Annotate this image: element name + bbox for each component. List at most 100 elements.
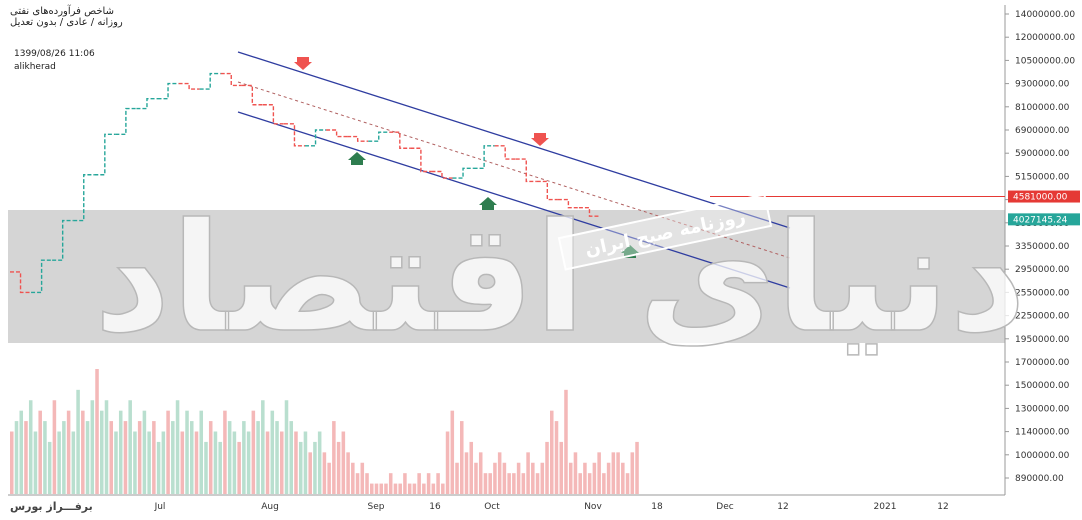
- chart-author: alikherad: [14, 62, 56, 72]
- x-tick-label: 18: [651, 502, 663, 512]
- x-tick-label: Dec: [716, 502, 733, 512]
- price-point: [452, 167, 474, 179]
- y-tick-label: 10500000.00: [1015, 56, 1075, 66]
- volume-bar: [33, 431, 38, 494]
- volume-bar: [630, 452, 635, 494]
- volume-bar: [81, 410, 85, 494]
- volume-bar: [606, 462, 611, 494]
- volume-bar: [616, 452, 620, 494]
- volume-bar: [43, 421, 47, 494]
- y-tick-label: 890000.00: [1015, 474, 1064, 484]
- y-tick-label: 2250000.00: [1015, 312, 1070, 322]
- price-point: [115, 107, 137, 136]
- chart-title-block: شاخص فرآورده‌های نفتی روزانه / عادی / بد…: [10, 6, 123, 28]
- x-tick-label: Sep: [368, 502, 385, 512]
- volume-bar: [441, 483, 445, 494]
- x-tick-label: 16: [429, 502, 441, 512]
- y-tick-label: 8100000.00: [1015, 103, 1070, 113]
- volume-bar: [227, 421, 232, 494]
- price-point: [220, 72, 242, 87]
- chart-meta: 1399/08/26 11:06 alikherad: [14, 48, 95, 74]
- price-point: [536, 180, 558, 201]
- y-tick-label: 2550000.00: [1015, 288, 1070, 298]
- volume-bar: [573, 452, 578, 494]
- volume-bar: [550, 410, 554, 494]
- volume-bar: [464, 452, 469, 494]
- volume-bar: [526, 452, 530, 494]
- volume-bar: [388, 473, 393, 494]
- volume-bar: [218, 441, 222, 494]
- volume-bar: [493, 462, 497, 494]
- volume-bar: [450, 410, 455, 494]
- x-tick-label: 12: [937, 502, 948, 512]
- price-point: [31, 259, 53, 294]
- watermark-main-text: دنیای اقتصاد: [94, 192, 1027, 366]
- volume-bar: [109, 421, 114, 494]
- sell-arrow: [531, 133, 549, 146]
- volume-bar: [474, 462, 478, 494]
- price-point: [241, 84, 263, 106]
- volume-bar: [303, 431, 308, 494]
- footer-brand: برفـــراز بورس: [10, 500, 93, 513]
- volume-bar: [621, 462, 625, 494]
- y-tick-label: 1700000.00: [1015, 358, 1070, 368]
- volume-bar: [100, 410, 104, 494]
- volume-bar: [223, 410, 227, 494]
- price-point: [10, 271, 32, 294]
- volume-bar: [393, 483, 398, 494]
- volume-bar: [128, 400, 132, 494]
- volume-bar: [90, 400, 95, 494]
- price-point: [578, 206, 600, 217]
- volume-bar: [308, 452, 312, 494]
- volume-bar: [403, 473, 407, 494]
- y-tick-label: 12000000.00: [1015, 33, 1075, 43]
- volume-bar: [587, 473, 592, 494]
- volume-bar: [635, 441, 639, 494]
- volume-bar: [327, 462, 331, 494]
- volume-bar: [531, 462, 535, 494]
- volume-bar: [270, 410, 275, 494]
- volume-bar: [512, 473, 516, 494]
- x-tick-label: 2021: [874, 502, 897, 512]
- volume-bar: [611, 452, 616, 494]
- volume-bar: [123, 421, 128, 494]
- chart-subtitle: روزانه / عادی / بدون تعدیل: [10, 17, 123, 28]
- volume-bar: [602, 473, 606, 494]
- sell-arrow: [294, 57, 312, 70]
- volume-bar: [166, 410, 170, 494]
- volume-bar: [76, 389, 80, 494]
- volume-bar: [118, 410, 123, 494]
- volume-bar: [483, 473, 488, 494]
- volume-bar: [294, 431, 298, 494]
- volume-bar: [379, 483, 384, 494]
- volume-bar: [71, 431, 76, 494]
- volume-bar: [545, 441, 549, 494]
- y-tick-label: 5900000.00: [1015, 149, 1070, 159]
- volume-bar: [370, 483, 374, 494]
- price-point: [515, 158, 537, 183]
- volume-bar: [190, 421, 194, 494]
- volume-bar: [360, 462, 365, 494]
- volume-bar: [365, 473, 369, 494]
- volume-bar: [478, 452, 483, 494]
- price-point: [305, 129, 327, 147]
- volume-bar: [242, 421, 246, 494]
- chart-timestamp: 1399/08/26 11:06: [14, 49, 95, 59]
- volume-bar: [384, 483, 388, 494]
- volume-bar: [280, 431, 284, 494]
- volume-bar: [152, 421, 156, 494]
- volume-bar: [597, 452, 601, 494]
- volume-bar: [298, 441, 303, 494]
- volume-bar: [516, 462, 521, 494]
- volume-bar: [426, 473, 431, 494]
- volume-bar: [208, 421, 213, 494]
- x-tick-label: Jul: [154, 502, 166, 512]
- volume-bar: [185, 410, 189, 494]
- watermark-band: [8, 210, 1005, 343]
- volume-bar: [592, 462, 597, 494]
- buy-arrow: [348, 152, 366, 165]
- volume-bar: [507, 473, 511, 494]
- volume-bar: [232, 431, 237, 494]
